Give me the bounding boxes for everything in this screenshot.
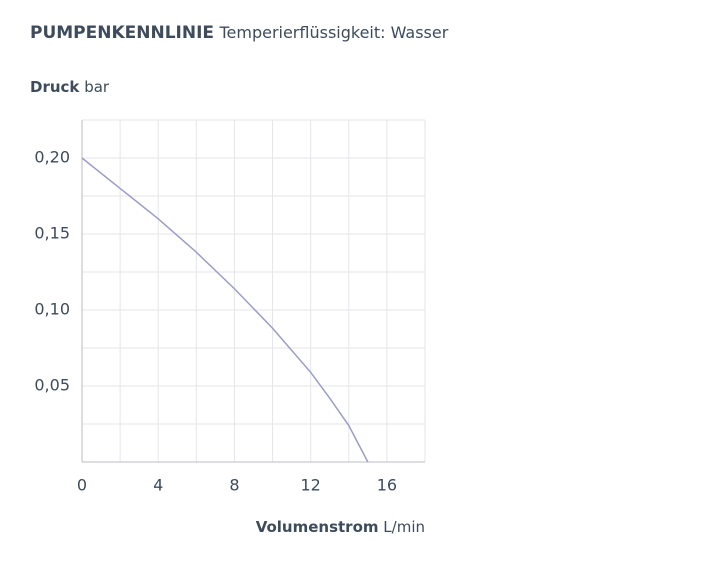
- y-tick-label: 0,20: [34, 148, 70, 167]
- x-axis-title: Volumenstrom L/min: [256, 518, 425, 536]
- y-unit: bar: [84, 78, 110, 96]
- x-tick-label: 4: [153, 476, 163, 495]
- x-tick-label: 0: [77, 476, 87, 495]
- y-tick-label: 0,15: [34, 224, 70, 243]
- y-tick-label: 0,10: [34, 300, 70, 319]
- x-tick-label: 12: [300, 476, 320, 495]
- x-tick-label: 8: [229, 476, 239, 495]
- y-axis-title: Druck bar: [30, 78, 110, 96]
- x-tick-label: 16: [377, 476, 397, 495]
- chart-title: PUMPENKENNLINIE: [30, 23, 214, 43]
- x-label: Volumenstrom: [256, 518, 379, 536]
- x-unit: L/min: [383, 518, 425, 536]
- chart-subtitle: Temperierflüssigkeit: Wasser: [218, 23, 448, 42]
- title-row: PUMPENKENNLINIE Temperierflüssigkeit: Wa…: [30, 23, 449, 44]
- y-tick-label: 0,05: [34, 376, 70, 395]
- y-label: Druck: [30, 78, 80, 96]
- data-line: [81, 157, 369, 463]
